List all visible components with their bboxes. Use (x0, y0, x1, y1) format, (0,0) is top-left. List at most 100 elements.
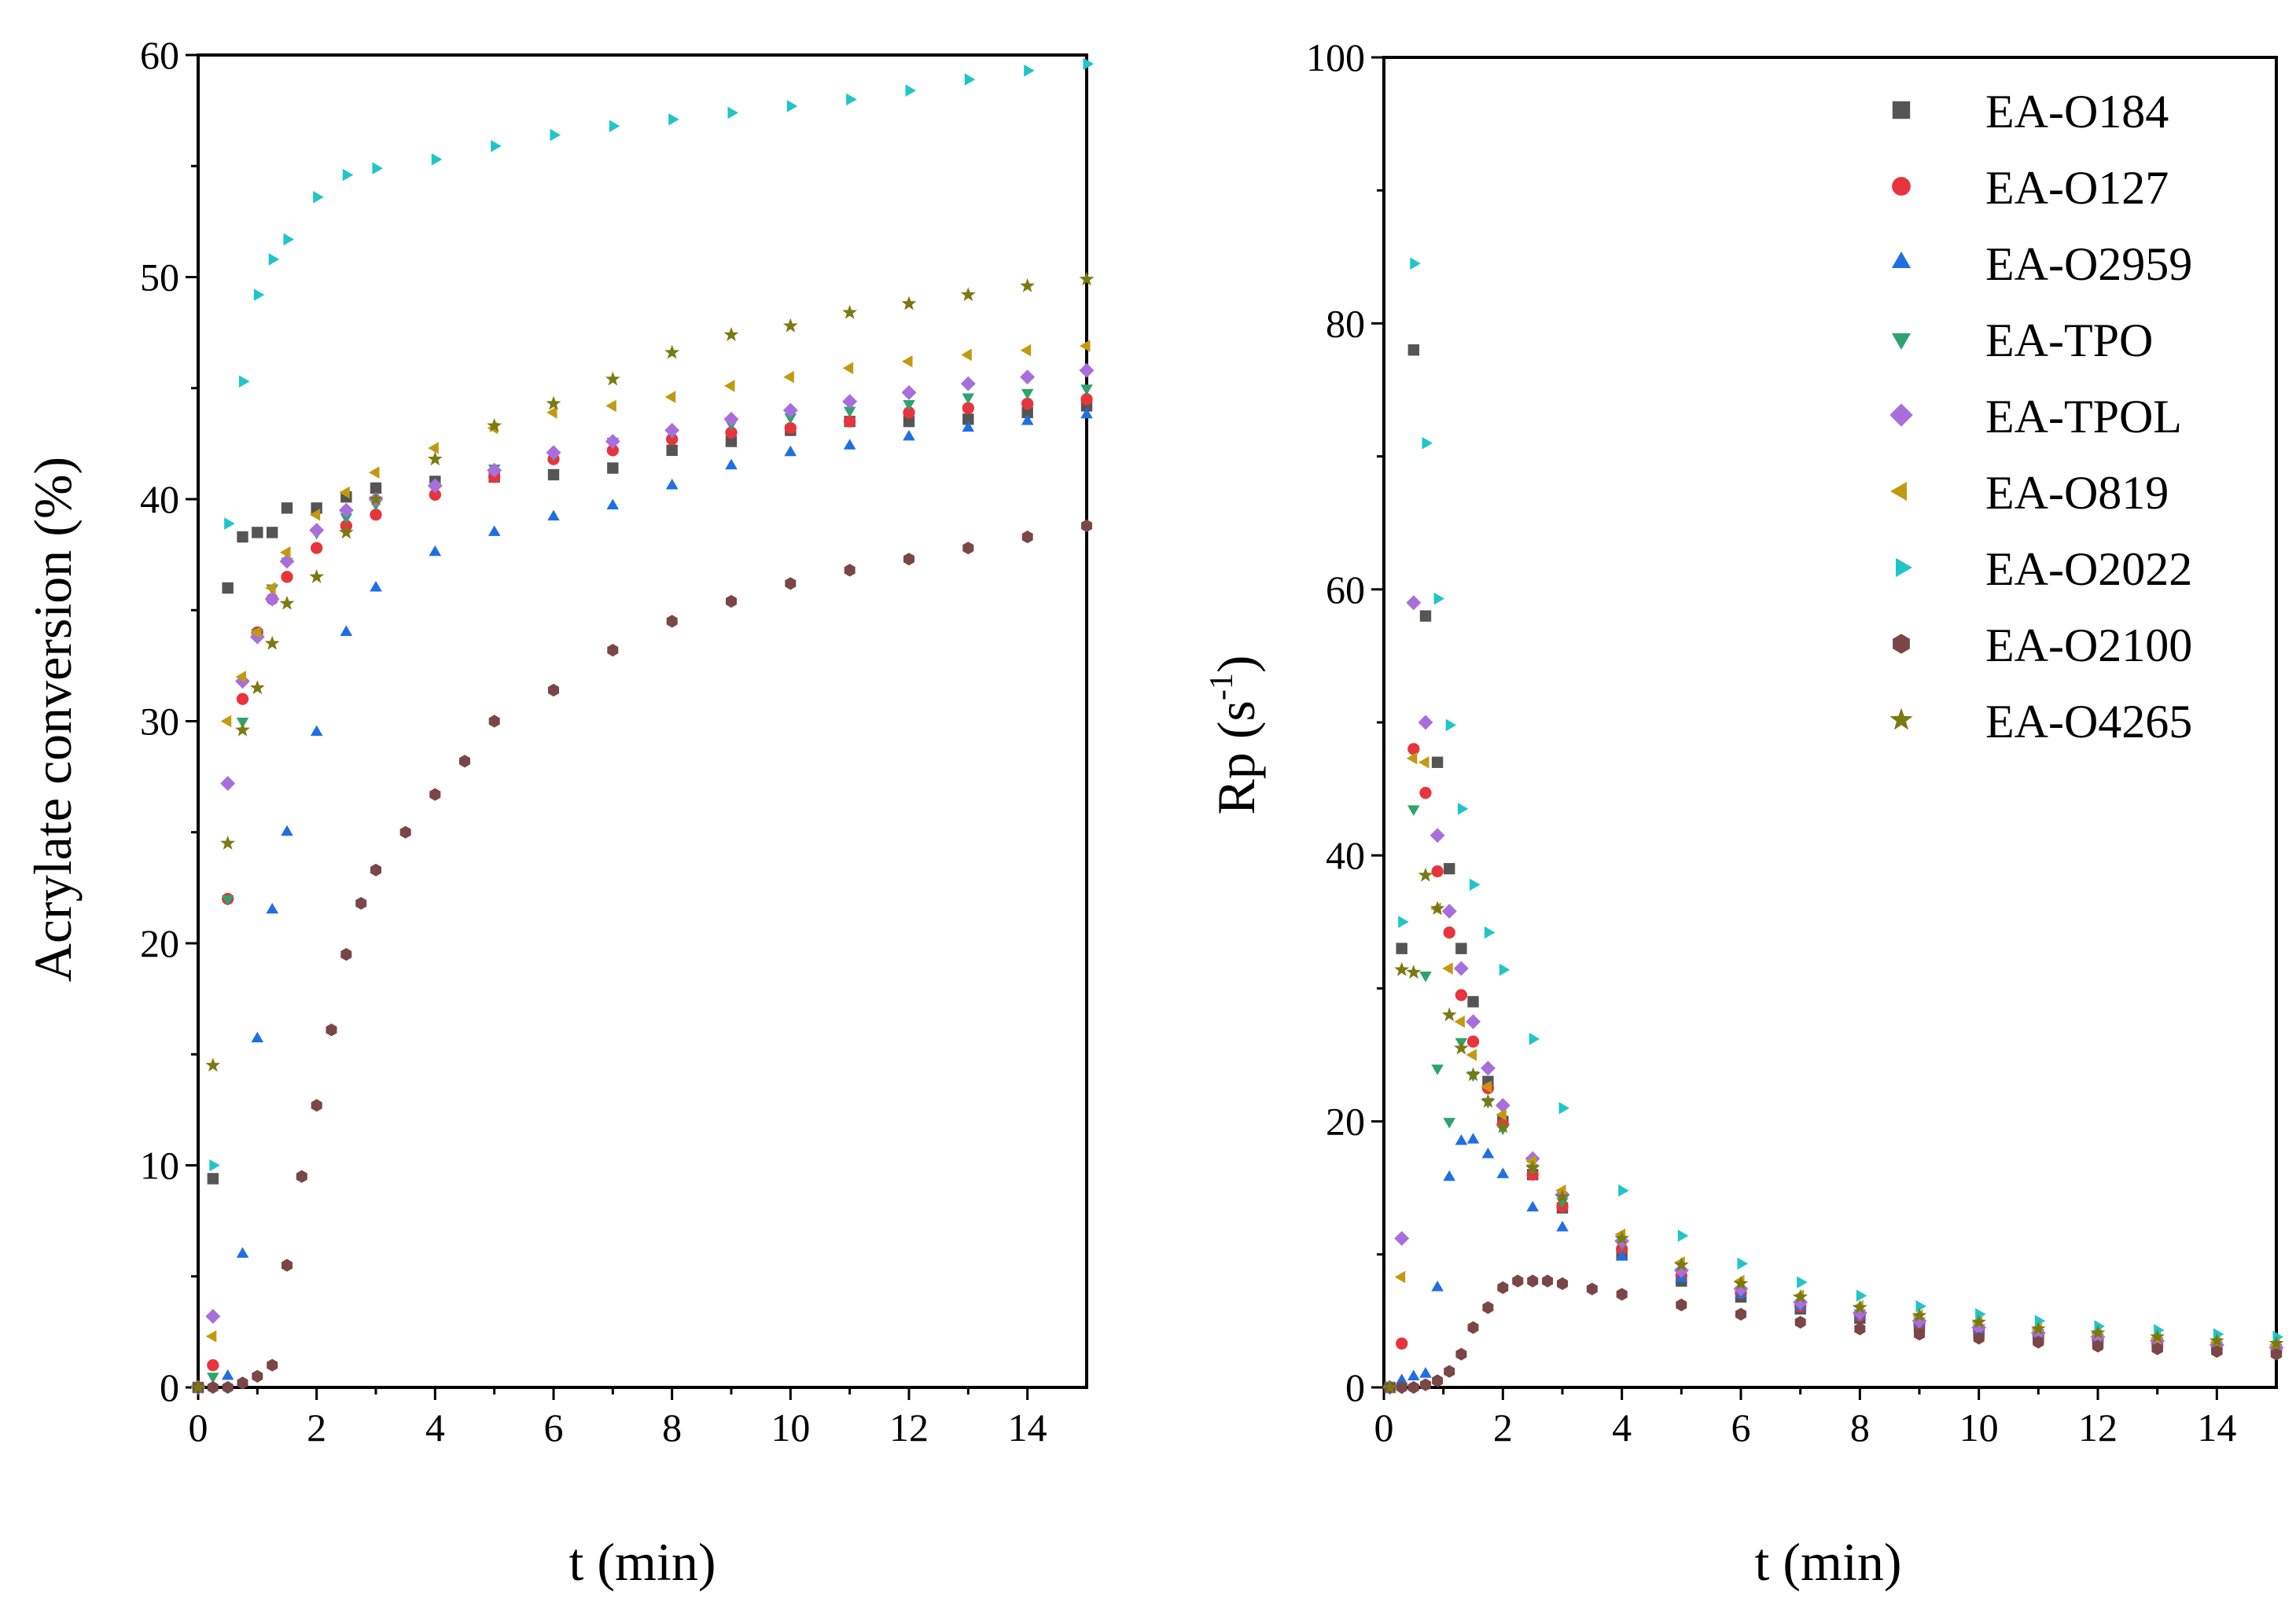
right-x-axis-title: t (min) (1755, 1532, 1902, 1592)
right-data-point (1852, 1299, 1867, 1314)
left-data-point (605, 434, 620, 449)
left-data-point (220, 836, 236, 850)
legend-label: EA-O2959 (1985, 238, 2192, 290)
right-data-point (2268, 1336, 2284, 1350)
left-data-point (1021, 530, 1033, 544)
left-data-point (252, 527, 263, 538)
right-data-point (1615, 1250, 1628, 1261)
right-data-point (1407, 1380, 1419, 1394)
right-data-point (1557, 1277, 1568, 1291)
right-data-point (1481, 1060, 1496, 1076)
left-data-point (220, 776, 236, 792)
left-x-tick-label: 2 (307, 1405, 326, 1450)
right-y-axis-title-end: ) (1206, 655, 1266, 673)
right-data-point (1395, 1373, 1408, 1384)
right-data-point (1499, 963, 1510, 976)
right-data-point (1419, 1367, 1432, 1378)
right-data-point (1394, 1231, 1410, 1246)
left-data-point (903, 429, 915, 441)
legend-label: EA-O2022 (1985, 543, 2192, 595)
right-data-point (1677, 1229, 1689, 1242)
left-data-point (666, 444, 678, 457)
right-data-point (1455, 942, 1467, 954)
left-data-point (960, 376, 976, 391)
left-data-point (368, 491, 384, 505)
right-data-point (1443, 926, 1455, 939)
right-data-point (1526, 1200, 1539, 1212)
right-data-point (2030, 1321, 2046, 1336)
left-data-point (726, 594, 737, 608)
legend-item: EA-O2959 (1891, 238, 2192, 290)
right-data-point (1971, 1314, 1987, 1329)
right-data-point (1418, 715, 1433, 730)
left-data-point (487, 417, 502, 432)
legend: EA-O184 EA-O127 EA-O2959 EA-TPO EA-TPOL EA-O8… (1889, 86, 2192, 748)
left-data-point (342, 168, 354, 182)
left-data-point (237, 1376, 248, 1390)
right-data-point (1911, 1307, 1927, 1322)
left-data-point (1080, 407, 1093, 419)
right-data-point (1419, 610, 1432, 622)
right-data-point (1406, 965, 1422, 979)
right-data-point (1445, 718, 1457, 732)
left-data-point (609, 119, 620, 133)
right-y-axis-title-main: Rp (s (1206, 700, 1266, 814)
right-data-point (1429, 901, 1445, 915)
left-data-point (546, 445, 561, 461)
legend-marker (1891, 252, 1911, 268)
left-data-point (724, 380, 735, 392)
left-data-point (725, 426, 738, 439)
left-data-point (313, 191, 324, 204)
legend-item: EA-O184 (1892, 86, 2169, 138)
right-data-point (2033, 1336, 2044, 1349)
right-data-point (1676, 1299, 1687, 1312)
right-data-point (1407, 344, 1420, 356)
right-data-point (1441, 903, 1457, 919)
left-data-point (843, 406, 856, 417)
left-data-point (310, 725, 323, 737)
left-data-point (962, 393, 975, 404)
right-data-point (1431, 1064, 1444, 1075)
right-data-point (1418, 756, 1429, 769)
right-data-point (2211, 1345, 2223, 1358)
right-data-point (1484, 926, 1496, 939)
right-data-point (1586, 1282, 1598, 1295)
left-data-point (266, 527, 278, 538)
left-data-point (220, 715, 232, 728)
left-x-tick-label: 12 (889, 1405, 929, 1450)
left-data-point (666, 615, 678, 628)
left-data-point (725, 458, 738, 470)
left-data-point (723, 411, 739, 427)
right-data-point (1614, 1230, 1630, 1245)
left-data-point (281, 502, 293, 514)
left-data-point (1080, 384, 1093, 395)
left-data-point (221, 1369, 234, 1380)
right-data-point (1454, 1015, 1465, 1028)
right-data-point (1433, 592, 1445, 605)
left-data-point (431, 153, 443, 166)
right-data-point (1616, 1288, 1628, 1301)
left-x-tick-label: 6 (544, 1405, 564, 1450)
left-data-point (962, 413, 974, 425)
legend-item: EA-O2100 (1893, 619, 2192, 671)
left-data-point (784, 413, 797, 424)
left-data-point (842, 394, 858, 410)
right-y-axis-title: Rp (s-1) (1204, 655, 1266, 814)
left-x-tick-label: 0 (189, 1405, 208, 1450)
right-x-tick-label: 12 (2078, 1405, 2118, 1450)
left-data-point (264, 591, 280, 607)
right-data-point (1793, 1295, 1808, 1310)
left-x-tick-label: 14 (1008, 1405, 1047, 1450)
left-data-point (207, 1380, 219, 1394)
right-data-point (1467, 1321, 1479, 1334)
right-x-tick-label: 14 (2197, 1405, 2236, 1450)
left-data-point (488, 715, 500, 728)
legend-label: EA-O127 (1985, 162, 2169, 214)
left-chart-panel: Acrylate conversion (%) t (min) 0 2 4 6 8 10 1… (23, 33, 1095, 1592)
left-data-point (339, 486, 350, 499)
left-data-point (727, 106, 738, 119)
right-data-point (1466, 1049, 1477, 1061)
left-data-point (205, 1309, 221, 1324)
left-data-point (905, 84, 916, 97)
